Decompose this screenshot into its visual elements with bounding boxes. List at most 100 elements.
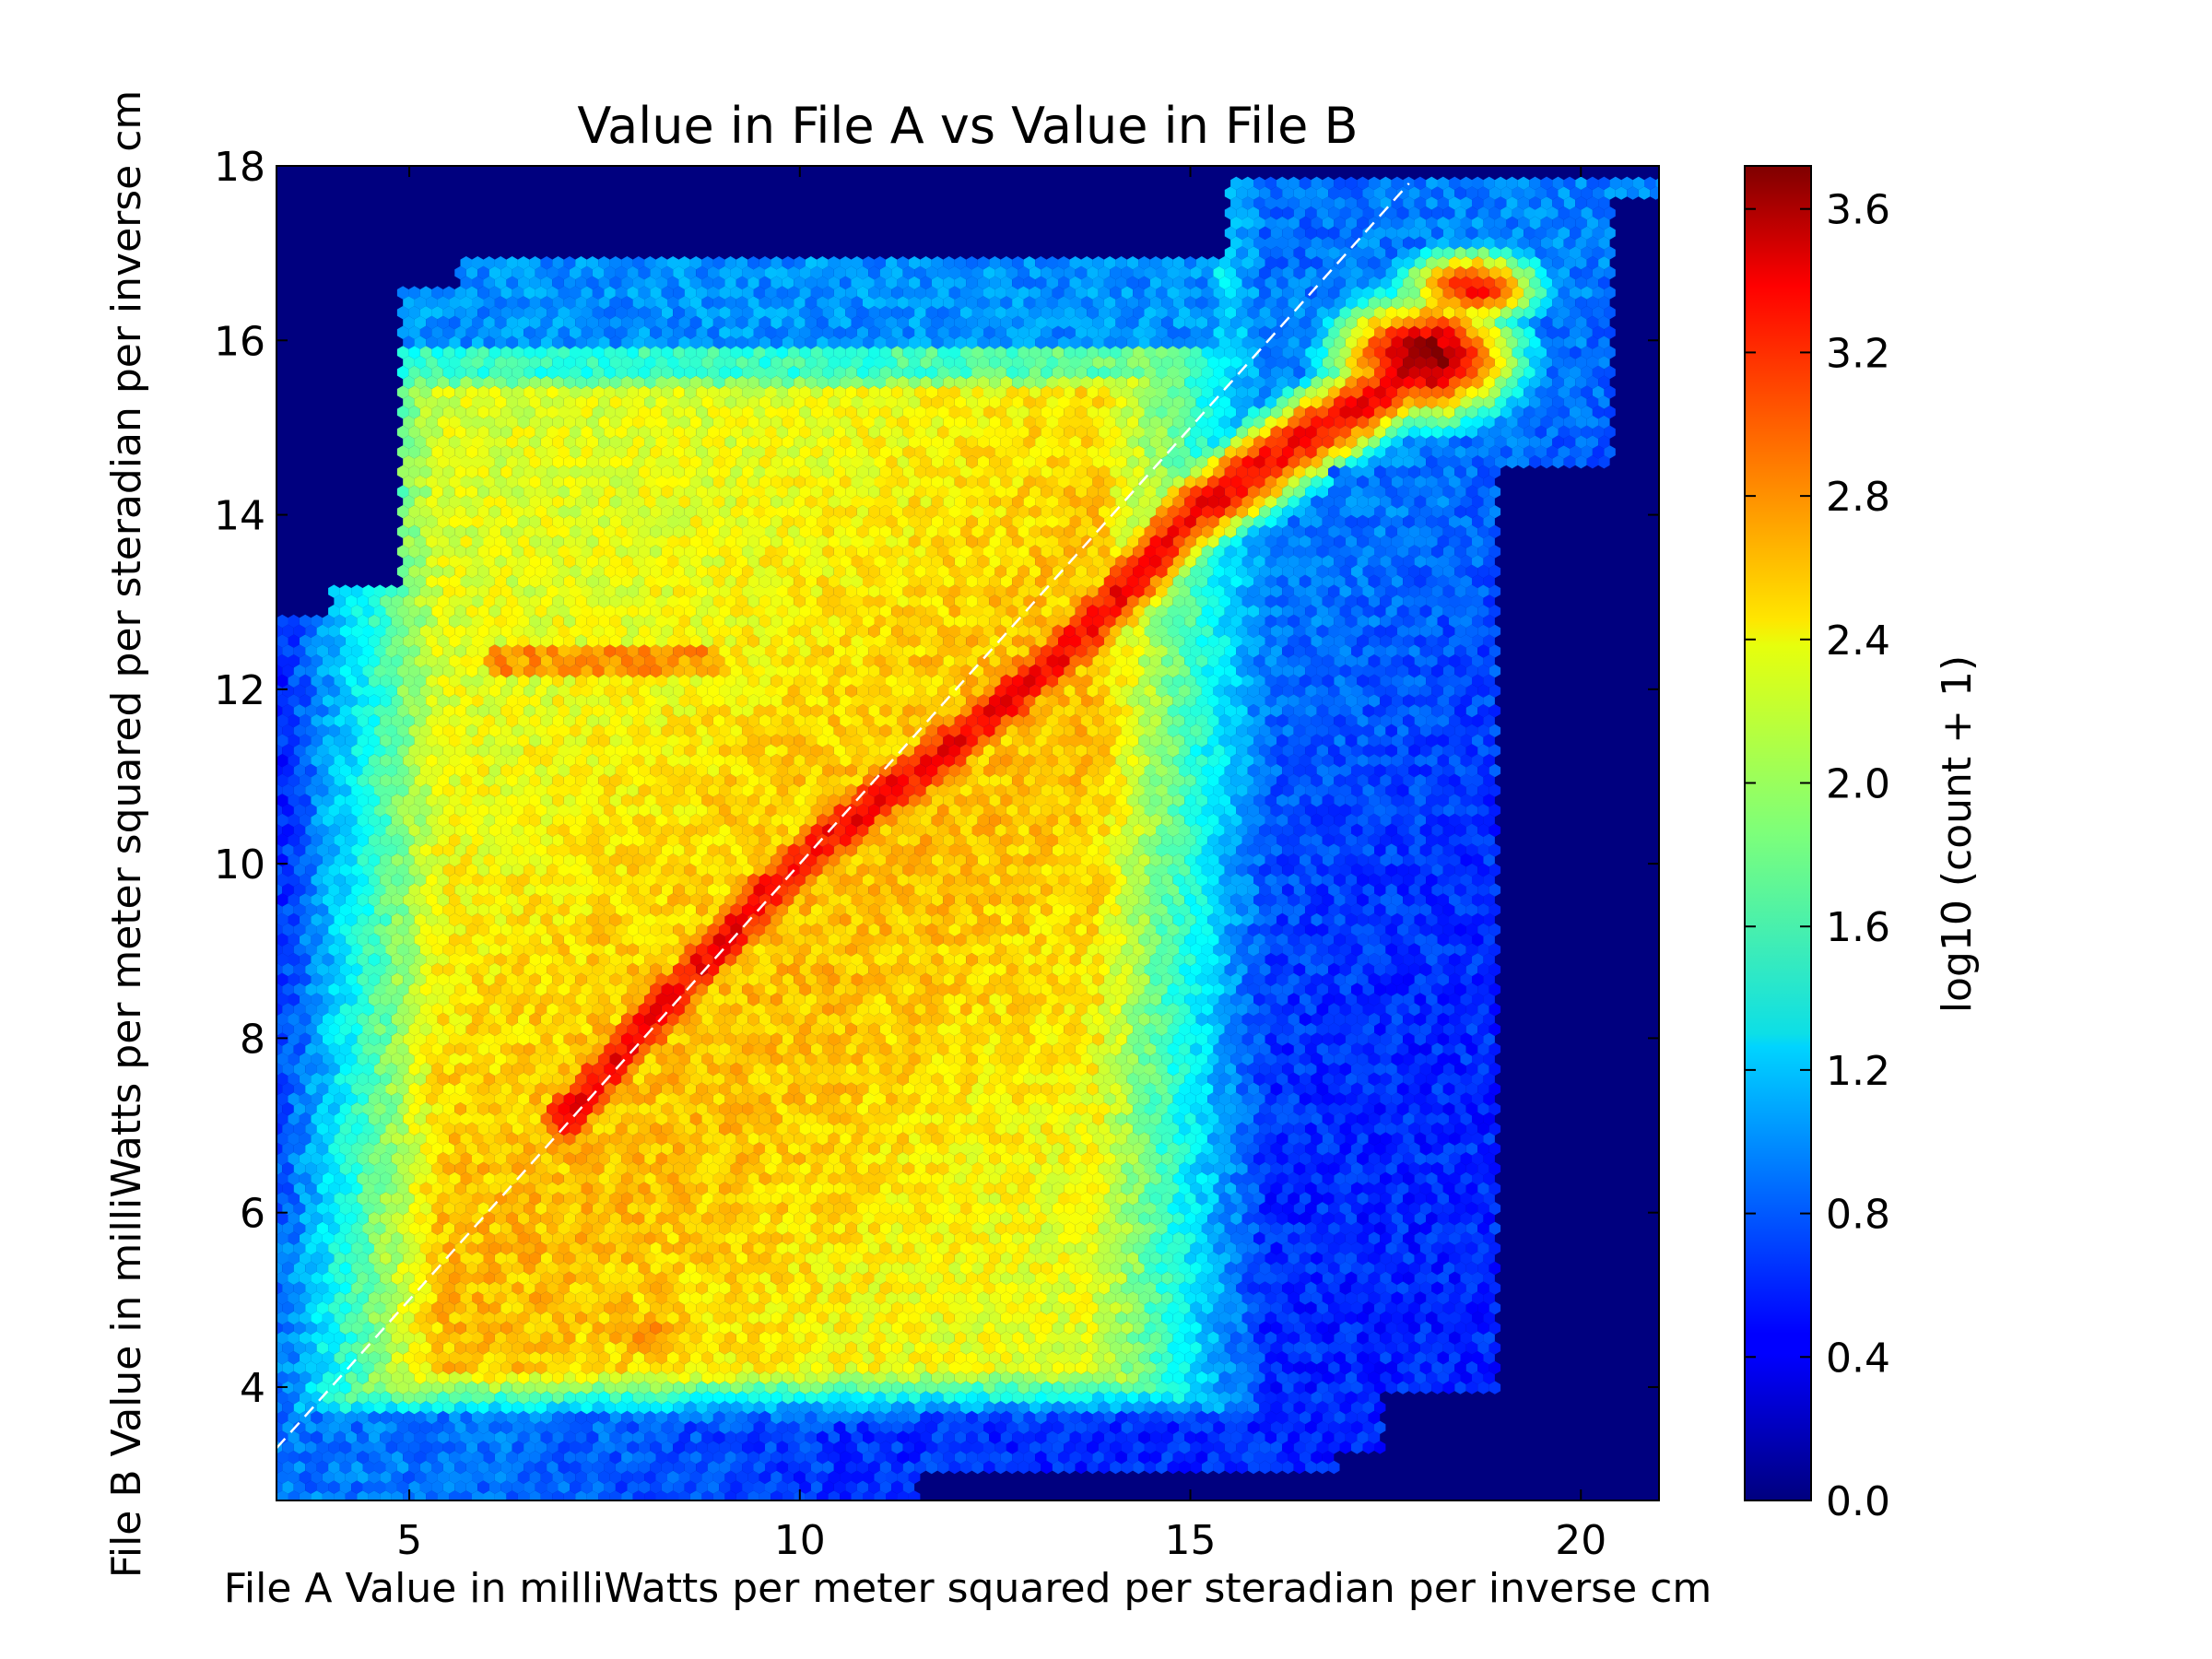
hex-cell bbox=[817, 1351, 829, 1365]
hex-cell bbox=[874, 1470, 886, 1484]
hex-cell bbox=[1265, 1371, 1277, 1384]
hex-cell bbox=[1230, 1351, 1242, 1365]
hex-cell bbox=[1012, 1391, 1024, 1405]
hex-cell bbox=[609, 1351, 622, 1365]
hex-cell bbox=[1195, 1391, 1208, 1405]
hex-cell bbox=[782, 1351, 794, 1365]
hex-cell bbox=[943, 1391, 955, 1405]
hex-cell bbox=[856, 1360, 869, 1375]
hex-cell bbox=[724, 1391, 736, 1405]
hex-cell bbox=[897, 1331, 909, 1345]
hex-cell bbox=[632, 1430, 645, 1444]
hex-cell bbox=[638, 1420, 651, 1434]
hex-cell bbox=[442, 1420, 455, 1434]
hex-cell bbox=[547, 1460, 559, 1475]
hex-cell bbox=[345, 1331, 358, 1345]
hex-cell bbox=[276, 1480, 283, 1494]
hex-cell bbox=[1161, 1451, 1173, 1465]
hex-cell bbox=[822, 1381, 834, 1394]
hex-cell bbox=[391, 1430, 404, 1444]
hex-cell bbox=[914, 1381, 926, 1394]
hex-cell bbox=[673, 1480, 685, 1494]
hex-cell bbox=[547, 1401, 559, 1415]
hex-cell bbox=[1270, 1441, 1283, 1454]
hex-cell bbox=[1465, 1381, 1478, 1394]
hex-cell bbox=[1126, 1451, 1139, 1465]
hex-cell bbox=[759, 1451, 771, 1465]
hex-cell bbox=[1328, 1420, 1340, 1434]
hex-cell bbox=[1454, 1381, 1466, 1394]
hex-cell bbox=[1442, 1341, 1455, 1355]
hex-cell bbox=[1000, 1351, 1013, 1365]
hex-cell bbox=[863, 1430, 875, 1444]
hex-cell bbox=[488, 1441, 501, 1454]
hex-cell bbox=[1167, 1420, 1179, 1434]
hex-cell bbox=[563, 1430, 576, 1444]
hex-cell bbox=[1018, 1381, 1030, 1394]
hex-cell bbox=[1362, 1420, 1374, 1434]
hex-cell bbox=[863, 1490, 875, 1500]
hex-cell bbox=[822, 1460, 834, 1475]
hex-cell bbox=[948, 1460, 960, 1475]
hex-cell bbox=[638, 1401, 651, 1415]
hex-cell bbox=[1092, 1391, 1104, 1405]
hex-cell bbox=[943, 1430, 955, 1444]
hex-cell bbox=[765, 1460, 777, 1475]
hex-cell bbox=[276, 1460, 283, 1475]
hex-cell bbox=[1023, 1410, 1036, 1425]
hex-cell bbox=[925, 1341, 938, 1355]
hex-cell bbox=[299, 1451, 312, 1465]
hex-cell bbox=[742, 1480, 754, 1494]
hex-cell bbox=[552, 1470, 564, 1484]
hex-cell bbox=[1207, 1371, 1219, 1384]
hex-cell bbox=[730, 1441, 743, 1454]
hex-cell bbox=[1041, 1420, 1053, 1434]
hex-cell bbox=[627, 1401, 639, 1415]
hex-cell bbox=[771, 1470, 782, 1484]
hex-cell bbox=[581, 1341, 593, 1355]
hex-cell bbox=[1213, 1441, 1225, 1454]
hex-cell bbox=[1328, 1441, 1340, 1454]
hex-cell bbox=[1133, 1381, 1145, 1394]
hex-cell bbox=[1305, 1420, 1317, 1434]
hex-cell bbox=[558, 1460, 570, 1475]
hex-cell bbox=[293, 1341, 306, 1355]
hex-cell bbox=[380, 1451, 392, 1465]
hex-cell bbox=[276, 1490, 288, 1500]
hex-cell bbox=[1368, 1430, 1381, 1444]
hex-cell bbox=[609, 1410, 622, 1425]
hex-cell bbox=[592, 1441, 605, 1454]
hex-cell bbox=[1058, 1451, 1070, 1465]
hex-cell bbox=[1012, 1351, 1024, 1365]
hex-cell bbox=[299, 1430, 312, 1444]
hex-cell bbox=[879, 1341, 892, 1355]
hex-cell bbox=[724, 1470, 736, 1484]
hex-cell bbox=[655, 1410, 667, 1425]
hex-cell bbox=[598, 1451, 610, 1465]
hex-cell bbox=[845, 1381, 857, 1394]
hex-cell bbox=[794, 1410, 806, 1425]
hex-cell bbox=[851, 1490, 863, 1500]
hex-cell bbox=[472, 1371, 484, 1384]
hex-cell bbox=[1018, 1441, 1030, 1454]
hex-cell bbox=[1270, 1460, 1283, 1475]
hex-cell bbox=[707, 1480, 720, 1494]
hex-cell bbox=[644, 1410, 656, 1425]
hex-cell bbox=[719, 1480, 731, 1494]
hex-cell bbox=[874, 1351, 886, 1365]
hex-cell bbox=[1465, 1360, 1478, 1375]
hex-cell bbox=[512, 1401, 524, 1415]
hex-cell bbox=[650, 1460, 662, 1475]
hex-cell bbox=[339, 1480, 352, 1494]
hex-cell bbox=[621, 1331, 633, 1345]
hex-cell bbox=[311, 1451, 323, 1465]
hex-cell bbox=[316, 1420, 329, 1434]
hex-cell bbox=[776, 1441, 788, 1454]
hex-cell bbox=[322, 1470, 335, 1484]
hex-cell bbox=[558, 1480, 570, 1494]
hex-cell bbox=[742, 1441, 754, 1454]
hex-cell bbox=[902, 1381, 915, 1394]
hex-cell bbox=[983, 1360, 995, 1375]
hex-cell bbox=[759, 1371, 771, 1384]
hex-cell bbox=[1293, 1460, 1306, 1475]
